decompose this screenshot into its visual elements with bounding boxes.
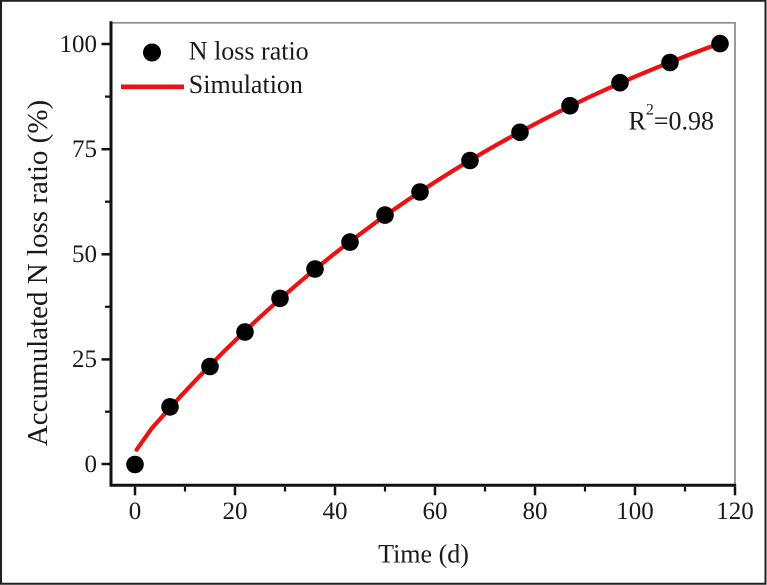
svg-text:Time (d): Time (d) <box>378 540 469 569</box>
svg-text:75: 75 <box>72 136 97 163</box>
svg-text:R2=0.98: R2=0.98 <box>629 102 715 136</box>
svg-text:N loss ratio: N loss ratio <box>189 37 309 66</box>
svg-text:50: 50 <box>72 241 97 268</box>
svg-text:25: 25 <box>72 346 97 373</box>
svg-text:80: 80 <box>523 498 548 525</box>
svg-text:60: 60 <box>423 498 448 525</box>
svg-text:120: 120 <box>716 498 754 525</box>
svg-text:Accumulated N loss ratio (%): Accumulated N loss ratio (%) <box>22 100 54 446</box>
svg-text:40: 40 <box>323 498 348 525</box>
svg-text:100: 100 <box>616 498 654 525</box>
svg-text:Simulation: Simulation <box>189 70 303 99</box>
svg-text:100: 100 <box>60 31 98 58</box>
svg-text:20: 20 <box>223 498 248 525</box>
svg-text:0: 0 <box>129 498 142 525</box>
svg-text:0: 0 <box>85 451 98 478</box>
